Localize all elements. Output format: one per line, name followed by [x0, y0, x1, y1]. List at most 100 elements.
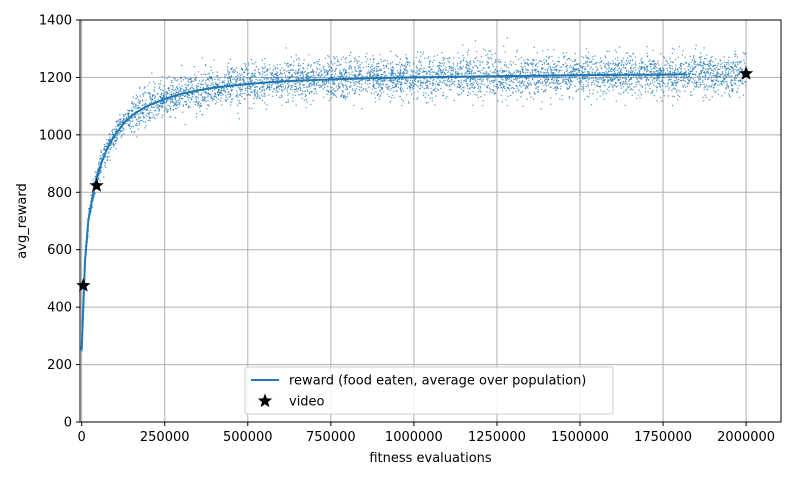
scatter-point	[636, 78, 639, 81]
scatter-point	[634, 66, 636, 69]
scatter-point	[358, 80, 360, 83]
scatter-point	[246, 69, 248, 72]
scatter-point	[405, 78, 407, 81]
scatter-point	[187, 98, 189, 101]
scatter-point	[311, 90, 313, 93]
scatter-point	[627, 57, 629, 59]
scatter-point	[373, 67, 375, 70]
scatter-point	[271, 72, 273, 75]
scatter-point	[472, 83, 474, 86]
scatter-point	[520, 82, 523, 85]
scatter-point	[120, 136, 122, 138]
scatter-point	[741, 74, 743, 77]
scatter-point	[605, 92, 607, 95]
scatter-point	[125, 117, 128, 119]
scatter-point	[502, 69, 504, 72]
scatter-point	[180, 77, 182, 80]
scatter-point	[700, 61, 702, 63]
scatter-point	[277, 91, 279, 93]
scatter-point	[224, 90, 227, 93]
scatter-point	[424, 96, 426, 99]
scatter-point	[231, 98, 233, 101]
scatter-point	[615, 64, 617, 66]
scatter-point	[88, 208, 90, 210]
scatter-point	[230, 75, 233, 77]
scatter-point	[308, 84, 311, 86]
scatter-point	[122, 127, 125, 129]
scatter-point	[132, 103, 135, 106]
scatter-point	[103, 143, 106, 146]
scatter-point	[217, 78, 219, 80]
scatter-point	[505, 64, 508, 66]
scatter-point	[195, 98, 198, 101]
scatter-point	[594, 72, 596, 75]
scatter-point	[390, 74, 392, 76]
scatter-point	[224, 75, 226, 78]
scatter-point	[663, 56, 665, 58]
scatter-point	[602, 78, 604, 80]
scatter-point	[569, 78, 572, 81]
scatter-point	[327, 73, 329, 75]
scatter-point	[301, 77, 303, 80]
scatter-point	[268, 83, 271, 86]
scatter-point	[156, 103, 158, 105]
scatter-point	[366, 90, 369, 93]
scatter-point	[612, 89, 614, 91]
scatter-point	[268, 86, 271, 89]
scatter-point	[515, 51, 518, 53]
scatter-point	[486, 85, 488, 88]
scatter-point	[226, 74, 228, 76]
scatter-point	[646, 78, 648, 81]
scatter-point	[273, 87, 275, 90]
scatter-point	[602, 80, 604, 82]
scatter-point	[275, 89, 277, 91]
scatter-point	[606, 76, 608, 78]
scatter-point	[235, 81, 237, 83]
scatter-point	[102, 152, 104, 155]
scatter-point	[644, 68, 646, 70]
scatter-point	[227, 78, 229, 80]
scatter-point	[738, 96, 741, 99]
scatter-point	[484, 50, 487, 52]
scatter-point	[303, 71, 305, 74]
scatter-point	[551, 81, 553, 84]
scatter-point	[375, 65, 377, 68]
scatter-point	[220, 97, 222, 99]
scatter-point	[498, 81, 500, 83]
scatter-point	[466, 70, 468, 73]
scatter-point	[383, 91, 385, 93]
scatter-point	[447, 78, 450, 80]
scatter-point	[734, 50, 736, 53]
scatter-point	[180, 76, 183, 78]
scatter-point	[407, 79, 409, 81]
scatter-point	[255, 65, 258, 68]
scatter-point	[736, 56, 739, 58]
scatter-point	[388, 85, 390, 87]
scatter-point	[640, 94, 642, 96]
scatter-point	[255, 78, 257, 81]
scatter-point	[356, 85, 359, 88]
scatter-point	[399, 66, 402, 68]
scatter-point	[586, 95, 588, 97]
scatter-point	[604, 66, 607, 68]
scatter-point	[286, 87, 289, 89]
scatter-point	[175, 100, 178, 102]
scatter-point	[157, 104, 159, 106]
scatter-point	[346, 88, 349, 91]
scatter-point	[201, 57, 204, 59]
scatter-point	[712, 69, 714, 71]
scatter-point	[262, 76, 265, 79]
scatter-point	[408, 101, 410, 103]
scatter-point	[417, 85, 419, 88]
scatter-point	[223, 80, 225, 82]
scatter-point	[604, 78, 606, 81]
scatter-point	[627, 60, 629, 62]
scatter-point	[626, 69, 628, 71]
scatter-point	[537, 76, 539, 79]
scatter-point	[270, 74, 273, 76]
scatter-point	[656, 80, 658, 82]
scatter-point	[399, 68, 401, 70]
scatter-point	[466, 73, 468, 75]
scatter-point	[170, 94, 173, 96]
scatter-point	[490, 70, 492, 72]
